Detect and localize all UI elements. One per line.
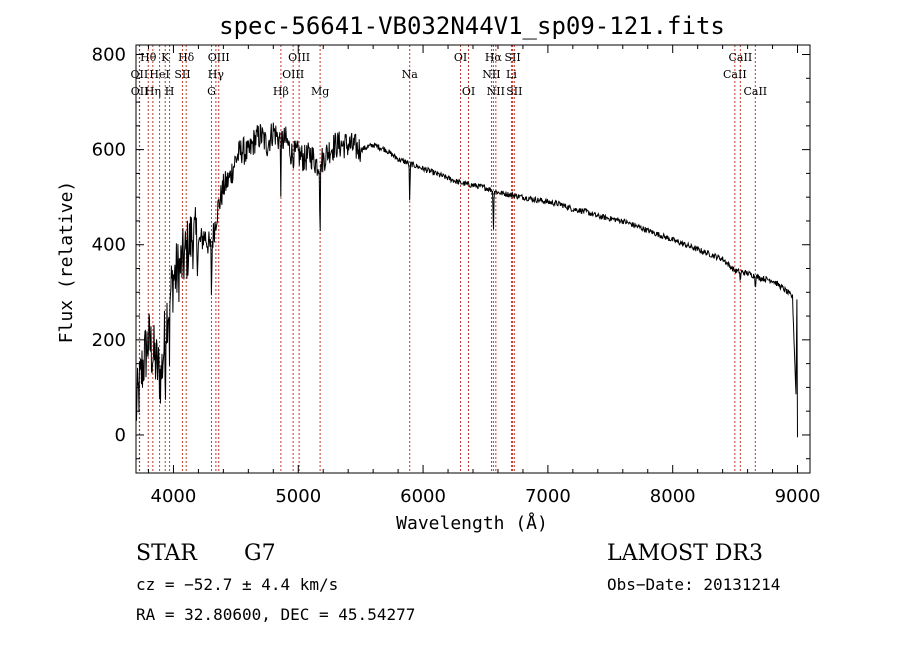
obs-date-text: Obs−Date: 20131214 (607, 575, 780, 594)
spectral-line-label: SII (504, 51, 520, 64)
spectral-line-label: NII (487, 85, 505, 98)
spectral-line-label: K (161, 51, 170, 64)
x-tick-label: 4000 (151, 486, 197, 507)
y-tick-label: 800 (92, 45, 126, 66)
spectral-line-label: NII (482, 68, 500, 81)
x-tick-label: 9000 (775, 486, 821, 507)
spectral-line-label: CaII (723, 68, 747, 81)
spectral-line-label: Hδ (178, 51, 195, 64)
spectral-line-label: H (165, 85, 175, 98)
coordinates-text: RA = 32.80600, DEC = 45.54277 (136, 605, 415, 624)
spectral-line-label: Li (506, 68, 517, 81)
plot-frame (135, 44, 811, 474)
object-subclass: G7 (244, 541, 276, 566)
chart-title: spec-56641-VB032N44V1_sp09-121.fits (219, 12, 725, 40)
y-tick-label: 200 (92, 330, 126, 351)
y-tick-label: 0 (115, 425, 126, 446)
spectral-line-label: Hθ (140, 51, 157, 64)
spectral-line-label: OII (131, 68, 149, 81)
survey-name: LAMOST DR3 (607, 541, 763, 566)
y-tick-label: 600 (92, 140, 126, 161)
spectral-line-label: OI (462, 85, 475, 98)
spectral-line-label: OIII (282, 68, 304, 81)
spectral-line-label: Hη (145, 85, 161, 98)
spectral-line-label: Na (402, 68, 419, 81)
x-tick-label: 6000 (400, 486, 446, 507)
spectral-line-label: Hβ (273, 85, 289, 98)
spectral-line-label: CaII (729, 51, 753, 64)
spectral-line-label: Hα (485, 51, 503, 64)
x-tick-label: 7000 (525, 486, 571, 507)
spectral-line-label: OIII (288, 51, 310, 64)
spectral-line-label: OII (131, 85, 149, 98)
object-class: STAR (136, 541, 198, 566)
redshift-text: cz = −52.7 ± 4.4 km/s (136, 575, 338, 594)
y-tick-label: 400 (92, 235, 126, 256)
spectral-line-label: OI (454, 51, 467, 64)
spectral-line-label: Hγ (208, 68, 225, 81)
spectral-line-label: CaII (743, 85, 767, 98)
spectral-line-label: HeI (149, 68, 169, 81)
spectral-line-label: SII (506, 85, 522, 98)
x-axis-label: Wavelength (Å) (396, 512, 548, 534)
spectrum-line (135, 122, 798, 438)
spectral-line-label: SII (174, 68, 190, 81)
spectral-line-label: OIII (208, 51, 230, 64)
x-axis-ticks: 4000 5000 6000 7000 8000 9000 (147, 45, 821, 507)
x-tick-label: 8000 (650, 486, 696, 507)
y-axis-ticks: 0 200 400 600 800 (92, 45, 810, 460)
x-tick-label: 5000 (275, 486, 321, 507)
y-axis-label: Flux (relative) (56, 181, 77, 344)
spectral-line-markers (138, 45, 756, 473)
spectral-line-label: G (207, 85, 216, 98)
spectral-line-label: Mg (311, 85, 329, 98)
